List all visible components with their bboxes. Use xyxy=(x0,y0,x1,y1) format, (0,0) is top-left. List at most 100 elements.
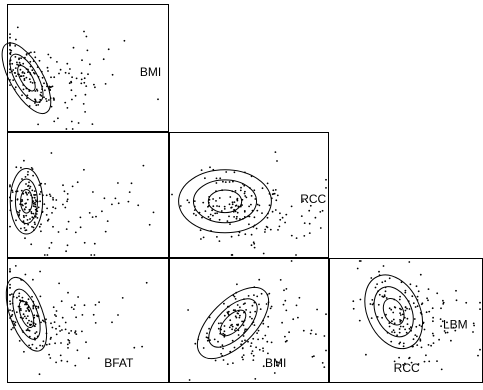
panel-6-point xyxy=(419,312,422,314)
panel-6-point xyxy=(399,312,401,314)
panel-6-point xyxy=(423,360,426,363)
panel-6-point xyxy=(388,277,391,280)
panel-6-point xyxy=(423,328,426,331)
panel-5-point xyxy=(270,305,273,308)
panel-3-point xyxy=(229,223,231,226)
panel-2-point xyxy=(30,212,33,215)
panel-6-point xyxy=(440,368,443,371)
panel-6-point xyxy=(382,265,385,267)
panel-3-point xyxy=(244,171,246,174)
panel-3-point xyxy=(243,184,246,187)
panel-4-point xyxy=(67,291,69,294)
panel-5-point xyxy=(257,329,260,332)
panel-4-point xyxy=(58,325,61,327)
panel-1-point xyxy=(80,82,83,85)
panel-6-point xyxy=(358,260,361,262)
panel-6-point xyxy=(465,301,468,304)
panel-1-point xyxy=(26,94,29,97)
panel-5-point xyxy=(237,334,240,336)
panel-1-point xyxy=(70,81,73,84)
panel-4-point xyxy=(27,329,29,332)
panel-5-point xyxy=(243,298,245,300)
panel-2-point xyxy=(32,217,35,220)
panel-3-point xyxy=(228,203,231,206)
panel-5-point xyxy=(247,340,249,343)
panel-3-point xyxy=(171,193,173,196)
panel-5-point xyxy=(234,309,237,312)
panel-5-point xyxy=(242,324,245,327)
panel-5-point xyxy=(253,294,255,296)
panel-6-point xyxy=(406,307,408,310)
panel-5-point xyxy=(285,309,288,312)
panel-4-point xyxy=(28,310,31,313)
panel-2-point xyxy=(23,227,26,229)
panel-2-point xyxy=(16,211,19,213)
panel-3-point xyxy=(233,171,236,174)
panel-3-point xyxy=(253,224,256,227)
panel-5-point xyxy=(251,323,254,325)
panel-1-point xyxy=(26,97,28,100)
panel-2-point xyxy=(40,230,42,233)
panel-3-point xyxy=(281,216,284,219)
panel-5-point xyxy=(315,333,317,335)
panel-2-point xyxy=(38,193,41,196)
panel-2-point xyxy=(54,207,57,210)
panel-5-point xyxy=(266,340,269,343)
panel-2-point xyxy=(20,227,22,230)
panel-3-point xyxy=(274,209,277,211)
panel-3-point xyxy=(303,222,306,225)
panel-4-point xyxy=(34,332,37,335)
panel-6-point xyxy=(398,331,401,334)
panel-4-point xyxy=(44,321,47,324)
panel-1-point xyxy=(50,86,52,88)
panel-4-point xyxy=(72,308,75,310)
panel-6-point xyxy=(417,363,420,365)
panel-2-point xyxy=(101,210,103,213)
panel-1-point xyxy=(32,60,35,62)
panel-5-point xyxy=(249,345,252,347)
panel-2-point xyxy=(83,168,85,171)
panel-3-point xyxy=(209,166,211,169)
panel-1-point xyxy=(40,70,43,73)
panel-2-point xyxy=(33,221,36,224)
panel-4-point xyxy=(77,296,79,298)
panel-5-point xyxy=(223,335,226,338)
panel-1-point xyxy=(25,68,28,70)
panel-5-point xyxy=(290,260,293,262)
panel-1-contour-3 xyxy=(17,65,36,92)
panel-2-point xyxy=(34,205,37,208)
panel-5-point xyxy=(275,360,278,363)
panel-2-point xyxy=(39,191,42,193)
panel-6-point xyxy=(384,290,387,293)
panel-4-point xyxy=(11,302,14,305)
panel-2-point xyxy=(114,197,117,200)
panel-3-point xyxy=(272,193,275,195)
panel-4-point xyxy=(25,310,27,312)
panel-1-point xyxy=(51,85,54,88)
panel-1-label-bmi: BMI xyxy=(140,65,161,79)
panel-4-point xyxy=(15,311,18,314)
panel-4-point xyxy=(67,347,69,349)
panel-3-point xyxy=(242,183,244,185)
panel-2-point xyxy=(22,204,24,207)
panel-6-point xyxy=(418,324,421,327)
panel-6-point xyxy=(404,309,407,312)
panel-4-point xyxy=(9,309,11,311)
panel-1-point xyxy=(34,102,36,104)
panel-6-point xyxy=(432,320,434,323)
panel-1-point xyxy=(34,98,36,101)
panel-6-point xyxy=(419,338,422,341)
panel-1-point xyxy=(37,75,40,78)
panel-2-point xyxy=(66,200,68,203)
panel-1-point xyxy=(29,60,32,63)
panel-1-point xyxy=(47,53,50,56)
panel-2-point xyxy=(41,210,44,213)
panel-3-point xyxy=(200,169,203,172)
panel-3-point xyxy=(308,222,311,225)
panel-1-point xyxy=(27,68,29,71)
panel-2-point xyxy=(103,197,106,200)
panel-4-point xyxy=(9,286,11,289)
panel-6-point xyxy=(420,313,423,315)
panel-5-point xyxy=(226,363,229,365)
panel-1-point xyxy=(71,128,74,130)
